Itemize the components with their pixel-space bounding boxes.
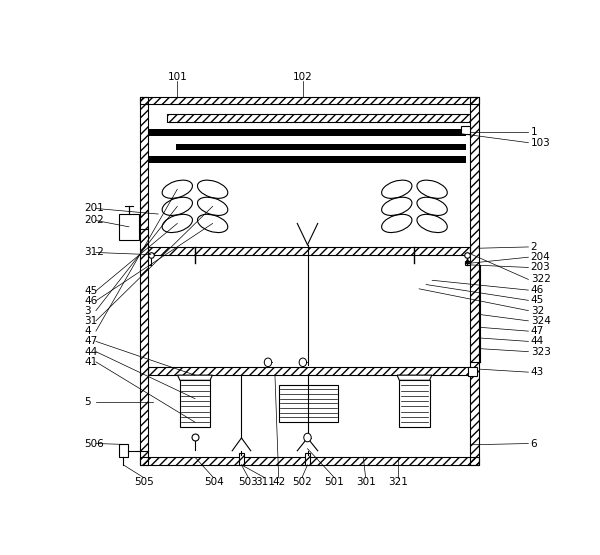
Text: 504: 504	[203, 477, 223, 487]
Bar	[148, 104, 470, 457]
Text: 31: 31	[84, 316, 98, 326]
Text: 312: 312	[84, 248, 104, 258]
Text: 322: 322	[531, 274, 551, 284]
Text: 42: 42	[272, 477, 285, 487]
Text: 101: 101	[167, 72, 187, 82]
Bar	[148, 247, 470, 255]
Bar	[464, 261, 470, 265]
Text: 45: 45	[531, 295, 544, 305]
Text: 44: 44	[531, 336, 544, 346]
Text: 45: 45	[84, 286, 98, 296]
Bar	[176, 144, 466, 149]
Polygon shape	[397, 375, 432, 380]
Ellipse shape	[299, 358, 307, 367]
Text: 503: 503	[239, 477, 259, 487]
Text: 204: 204	[531, 252, 550, 262]
Bar	[119, 445, 128, 457]
Bar	[140, 457, 479, 465]
Text: 44: 44	[84, 347, 98, 357]
Text: 3: 3	[84, 306, 91, 316]
Bar	[461, 126, 470, 134]
Text: 46: 46	[84, 296, 98, 306]
Bar	[468, 367, 477, 376]
Text: 32: 32	[531, 306, 544, 316]
Bar	[470, 97, 479, 465]
Text: 301: 301	[356, 477, 376, 487]
Bar	[119, 214, 139, 240]
Text: 202: 202	[84, 215, 104, 225]
Bar	[148, 367, 470, 375]
Text: 43: 43	[531, 367, 544, 377]
Bar	[167, 114, 470, 122]
Bar	[305, 453, 310, 465]
Bar	[140, 97, 479, 104]
Text: 6: 6	[531, 438, 538, 448]
Text: 41: 41	[84, 357, 98, 367]
Text: 47: 47	[531, 326, 544, 336]
Text: 505: 505	[134, 477, 154, 487]
Text: 201: 201	[84, 204, 104, 214]
Polygon shape	[178, 375, 212, 380]
Text: 5: 5	[84, 397, 91, 407]
Text: 501: 501	[325, 477, 344, 487]
Text: 47: 47	[84, 336, 98, 346]
Text: 323: 323	[531, 347, 551, 357]
Text: 203: 203	[531, 263, 550, 273]
Text: 2: 2	[531, 242, 538, 252]
Bar	[239, 453, 244, 465]
Text: 324: 324	[531, 316, 551, 326]
Text: 102: 102	[293, 72, 313, 82]
Bar	[278, 385, 338, 422]
Text: 103: 103	[531, 138, 550, 148]
Ellipse shape	[264, 358, 272, 367]
Bar	[180, 380, 210, 427]
Text: 311: 311	[255, 477, 275, 487]
Bar	[148, 129, 466, 136]
Text: 502: 502	[292, 477, 312, 487]
Text: 321: 321	[388, 477, 408, 487]
Bar	[400, 380, 430, 427]
Bar	[140, 97, 148, 465]
Text: 46: 46	[531, 285, 544, 295]
Text: 4: 4	[84, 326, 91, 336]
Text: 1: 1	[531, 127, 538, 137]
Text: 506: 506	[84, 438, 104, 448]
Ellipse shape	[304, 433, 311, 442]
Bar	[148, 157, 466, 163]
